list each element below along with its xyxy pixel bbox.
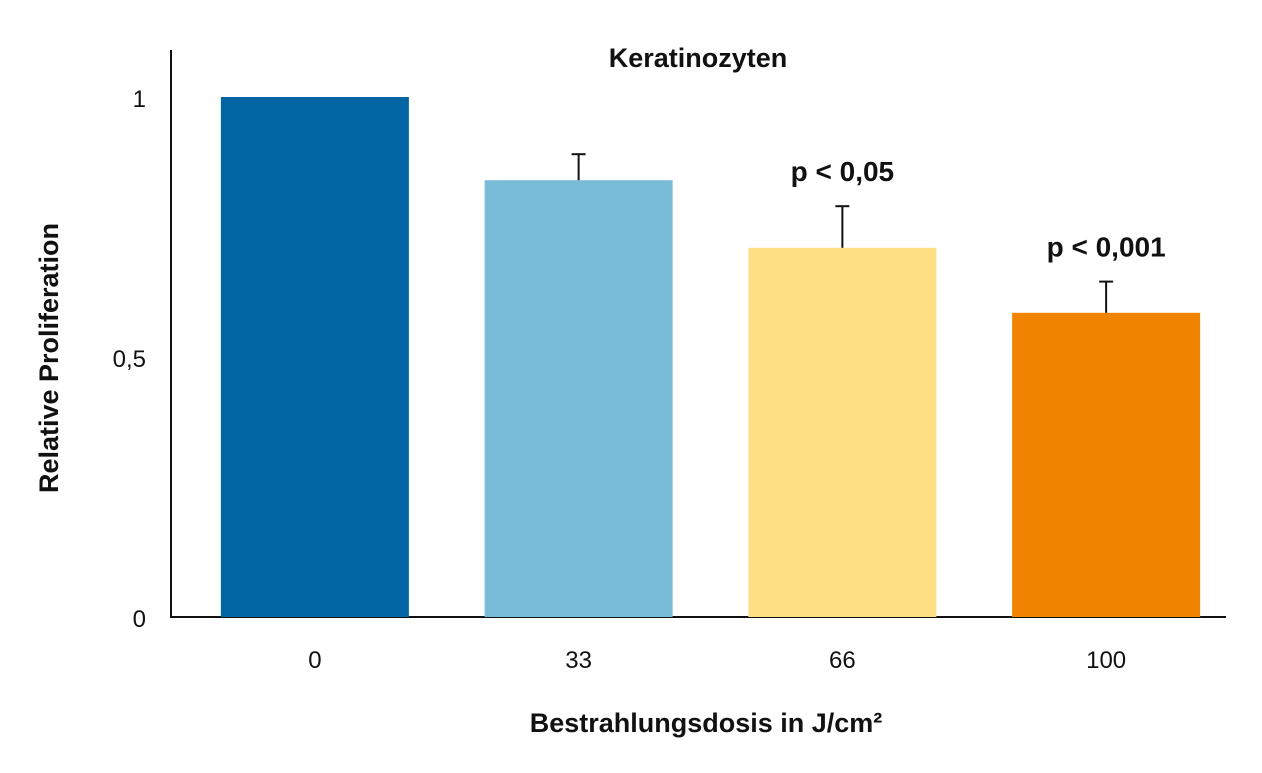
y-tick-label-0,5: 0,5 <box>113 346 146 373</box>
bars <box>220 97 1201 618</box>
annotation-100: p < 0,001 <box>1047 232 1166 263</box>
y-tick-label-0: 0 <box>133 606 146 633</box>
annotation-66: p < 0,05 <box>791 156 895 187</box>
y-tick-label-1: 1 <box>133 86 146 113</box>
x-tick-labels: 0 33 66 100 <box>308 647 1126 674</box>
bar-0 <box>220 97 409 617</box>
x-tick-label-0: 0 <box>308 647 321 674</box>
y-tick-labels: 00,51 <box>113 86 146 633</box>
error-bars <box>571 153 1114 313</box>
x-axis-label: Bestrahlungsdosis in J/cm² <box>530 708 883 738</box>
x-tick-label-100: 100 <box>1086 647 1126 674</box>
x-tick-label-66: 66 <box>829 647 856 674</box>
chart-title: Keratinozyten <box>609 43 788 73</box>
bar-66 <box>748 247 937 618</box>
x-tick-label-33: 33 <box>565 647 592 674</box>
annotations: p < 0,05 p < 0,001 <box>791 156 1166 262</box>
bar-100 <box>1012 312 1201 617</box>
y-axis-label: Relative Proliferation <box>34 223 64 493</box>
bar-33 <box>484 180 673 617</box>
